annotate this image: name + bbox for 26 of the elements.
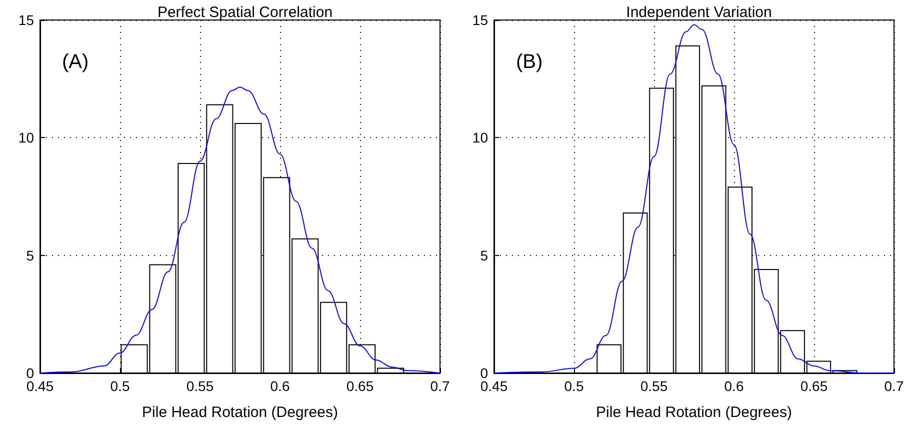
- chart-title: Perfect Spatial Correlation: [157, 4, 333, 21]
- annotation: (A): [62, 51, 89, 73]
- x-tick-label: 0.45: [26, 378, 54, 394]
- y-tick-label: 15: [18, 12, 34, 28]
- x-tick-label: 0.6: [724, 378, 744, 394]
- y-tick-label: 10: [18, 130, 34, 146]
- chart-title: Independent Variation: [626, 4, 772, 21]
- x-tick-label: 0.6: [270, 378, 290, 394]
- y-tick-label: 10: [472, 130, 488, 146]
- x-tick-label: 0.7: [884, 378, 904, 394]
- x-axis-title: Pile Head Rotation (Degrees): [142, 404, 338, 421]
- x-tick-label: 0.65: [346, 378, 374, 394]
- annotation: (B): [516, 51, 543, 73]
- y-tick-label: 15: [472, 12, 488, 28]
- x-tick-label: 0.7: [430, 378, 450, 394]
- x-tick-label: 0.5: [564, 378, 584, 394]
- x-tick-label: 0.65: [800, 378, 828, 394]
- y-tick-label: 5: [26, 247, 34, 264]
- x-tick-label: 0.45: [480, 378, 508, 394]
- y-tick-label: 0: [26, 365, 34, 381]
- x-tick-label: 0.5: [110, 378, 130, 394]
- x-tick-label: 0.55: [186, 378, 214, 394]
- y-tick-label: 0: [480, 365, 488, 381]
- x-tick-label: 0.55: [640, 378, 668, 394]
- x-axis-title: Pile Head Rotation (Degrees): [596, 404, 792, 421]
- y-tick-label: 5: [480, 247, 488, 264]
